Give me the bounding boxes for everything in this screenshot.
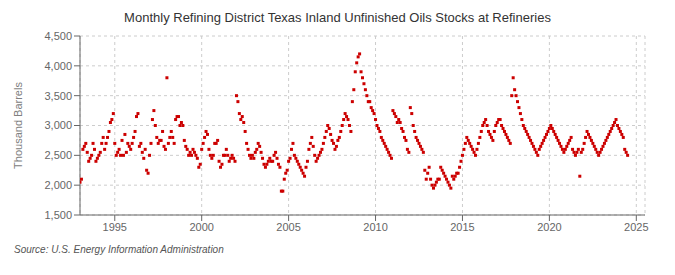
svg-text:4,000: 4,000: [44, 60, 72, 72]
svg-text:2000: 2000: [189, 221, 213, 233]
svg-text:Thousand Barrels: Thousand Barrels: [12, 82, 24, 169]
html-text:Source: U.S. Energy Informatio: Source: U.S. Energy Information Administ…: [14, 244, 224, 255]
svg-text:3,500: 3,500: [44, 90, 72, 102]
svg-text:1,500: 1,500: [44, 209, 72, 221]
svg-text:3,000: 3,000: [44, 119, 72, 131]
svg-text:1995: 1995: [103, 221, 127, 233]
svg-text:4,500: 4,500: [44, 30, 72, 42]
svg-text:2,000: 2,000: [44, 179, 72, 191]
svg-text:2005: 2005: [276, 221, 300, 233]
svg-text:2025: 2025: [624, 221, 648, 233]
svg-text:2020: 2020: [537, 221, 561, 233]
html-text:Monthly Refining District Texa: Monthly Refining District Texas Inland U…: [124, 10, 551, 25]
svg-text:2010: 2010: [363, 221, 387, 233]
svg-text:2015: 2015: [450, 221, 474, 233]
svg-text:2,500: 2,500: [44, 149, 72, 161]
